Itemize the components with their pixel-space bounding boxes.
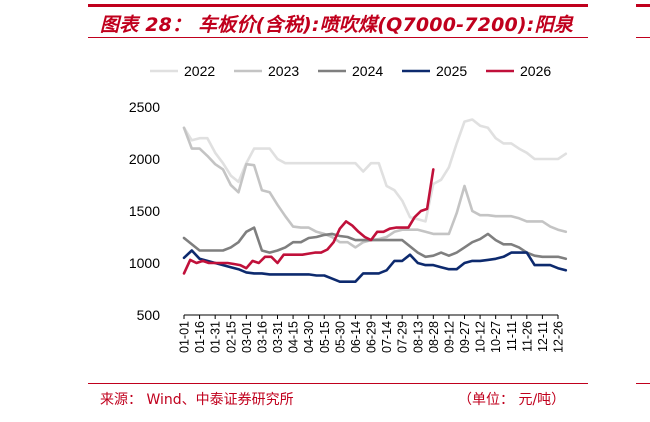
- x-axis: 01-01 01-16 01-31 02-15 03-01 03-16 03-31 04-15…: [178, 314, 566, 353]
- x-tick-label: 01-16: [193, 321, 207, 353]
- x-tick-label: 12-26: [552, 321, 566, 353]
- x-tick-label: 11-26: [520, 321, 534, 352]
- y-tick-label: 1500: [129, 203, 160, 219]
- chart-title: 图表 28： 车板价(含税):喷吹煤(Q7000-7200):阳泉: [100, 14, 574, 36]
- x-tick-label: 06-29: [365, 321, 379, 353]
- x-tick-label: 07-14: [380, 321, 394, 353]
- x-tick-label: 02-15: [224, 321, 238, 353]
- x-tick-label: 01-01: [178, 321, 192, 353]
- y-tick-label: 500: [137, 307, 161, 323]
- legend-label-2022: 2022: [184, 63, 215, 79]
- chart-legend: 2022 2023 2024 2025 2026: [150, 63, 551, 79]
- x-tick-label: 03-01: [240, 321, 254, 353]
- x-tick-label: 08-28: [427, 321, 441, 353]
- footer-rule: [88, 383, 588, 384]
- legend-label-2024: 2024: [352, 63, 383, 79]
- x-tick-label: 04-30: [302, 321, 316, 353]
- x-tick-label: 03-16: [255, 321, 269, 353]
- series-line-2023: [182, 126, 568, 249]
- header-top-rule-fragment: [636, 4, 650, 7]
- x-tick-label: 10-12: [474, 321, 488, 353]
- x-tick-label: 10-27: [489, 321, 503, 353]
- y-tick-label: 1000: [129, 255, 160, 271]
- legend-label-2025: 2025: [436, 63, 467, 79]
- title-underline: [88, 37, 588, 38]
- x-tick-label: 09-12: [442, 321, 456, 353]
- x-tick-label: 06-14: [349, 321, 363, 353]
- x-tick-label: 08-13: [411, 321, 425, 353]
- x-tick-label: 05-15: [318, 321, 332, 353]
- x-tick-label: 09-27: [458, 321, 472, 353]
- x-tick-label: 03-31: [271, 321, 285, 353]
- footer-rule-fragment: [636, 383, 650, 384]
- x-tick-label: 01-31: [209, 321, 223, 353]
- x-tick-label: 04-15: [287, 321, 301, 353]
- series-line-2025: [182, 249, 568, 284]
- header-top-rule: [88, 4, 588, 7]
- y-tick-label: 2000: [129, 151, 160, 167]
- x-tick-label: 11-11: [505, 321, 519, 351]
- unit-note: （单位： 元/吨）: [458, 392, 566, 408]
- series-line-2024: [182, 226, 568, 261]
- series-layer: [182, 118, 568, 284]
- series-line-2022: [182, 118, 568, 223]
- source-note: 来源： Wind、中泰证券研究所: [100, 392, 294, 408]
- x-tick-label: 12-11: [536, 321, 550, 352]
- x-tick-label: 05-30: [333, 321, 347, 353]
- title-underline-fragment: [636, 37, 650, 38]
- y-tick-label: 2500: [129, 99, 160, 115]
- legend-label-2023: 2023: [268, 63, 299, 79]
- y-axis: 500 1000 1500 2000 2500: [129, 99, 160, 323]
- x-tick-label: 07-29: [396, 321, 410, 353]
- series-line-2026: [182, 168, 435, 275]
- legend-label-2026: 2026: [520, 63, 551, 79]
